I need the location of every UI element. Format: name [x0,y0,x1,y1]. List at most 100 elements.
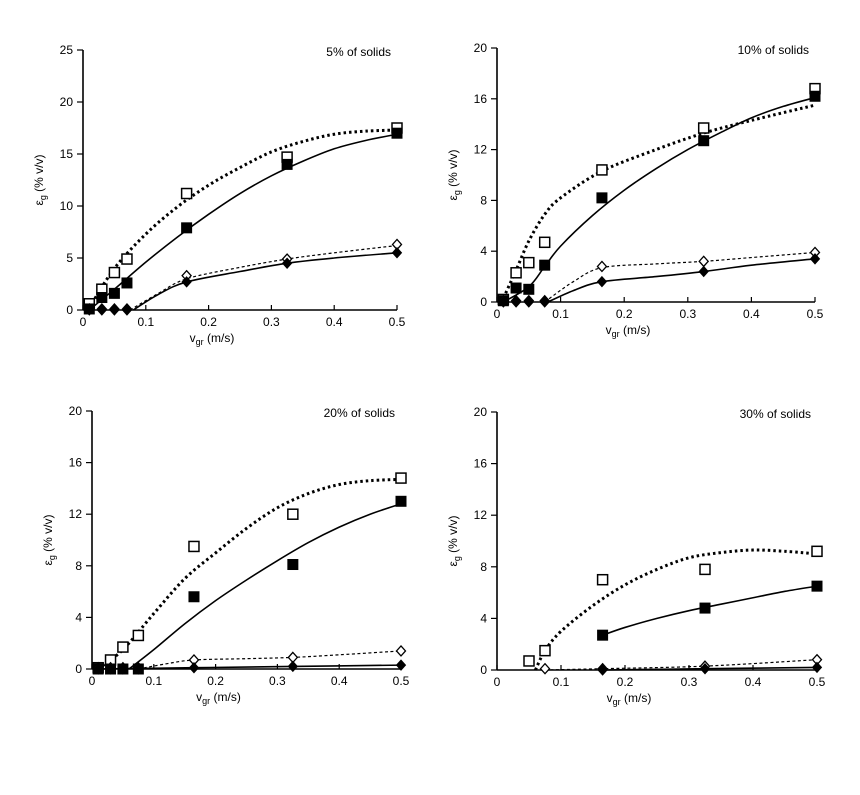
x-tick-label: 0.2 [617,675,634,689]
x-tick-label: 0.3 [269,674,286,688]
x-axis-label-sub: gr [613,697,621,707]
point-filled-diamond [181,276,192,288]
y-tick-label: 0 [480,663,487,677]
y-axis-label-base: ε [41,560,55,566]
point-open-square [523,256,535,269]
point-open-square [180,187,193,200]
y-tick-label: 12 [69,507,83,521]
x-axis-label-unit: (m/s) [210,690,241,704]
y-tick-label: 0 [66,303,73,317]
point-filled-square [539,259,551,271]
point-open-square [523,655,535,667]
point-filled-diamond [523,296,534,308]
point-filled-diamond [105,663,116,675]
y-tick-label: 20 [60,95,74,109]
point-open-diamond [698,255,710,268]
point-filled-square [281,158,293,170]
y-axis-label-unit: (% v/v) [446,515,460,556]
point-open-square [117,641,129,653]
point-filled-square [699,602,711,614]
fit-line-open-square [501,103,816,299]
y-axis-label-sub: g [452,190,462,195]
point-filled-square [523,283,535,295]
point-filled-diamond [698,265,709,278]
point-filled-square [181,222,193,234]
x-tick-label: 0.4 [331,674,348,688]
point-filled-diamond [498,296,509,308]
y-tick-label: 4 [480,244,487,258]
point-filled-square [698,135,710,147]
x-tick-label: 0.5 [809,675,826,689]
point-filled-square [510,282,522,294]
point-filled-diamond [391,247,403,259]
panel-title: 20% of solids [324,406,395,420]
y-axis-label-sub: g [38,195,48,200]
y-tick-label: 20 [474,405,488,419]
point-filled-square [96,292,108,304]
x-tick-label: 0 [494,307,501,321]
point-filled-diamond [84,304,95,316]
point-filled-diamond [281,257,293,269]
fit-line-open-diamond [544,659,818,671]
x-tick-label: 0.5 [389,315,406,329]
x-tick-label: 0.5 [393,674,410,688]
y-tick-label: 0 [480,295,487,309]
point-filled-diamond [539,296,550,308]
point-open-diamond [596,260,608,273]
point-filled-diamond [109,304,120,316]
x-tick-label: 0 [80,315,87,329]
x-tick-label: 0.4 [745,675,762,689]
x-axis-label-unit: (m/s) [204,331,235,345]
point-open-square [596,573,609,586]
point-open-square [132,629,145,642]
point-filled-diamond [596,275,608,288]
y-tick-label: 25 [60,43,74,57]
fit-line-filled-diamond [132,252,398,311]
point-filled-diamond [133,663,144,675]
y-axis-label-unit: (% v/v) [446,149,460,190]
x-tick-label: 0.2 [207,674,224,688]
point-filled-diamond [395,659,407,671]
x-axis-label: vgr (m/s) [607,691,652,707]
y-axis-label: εg (% v/v) [32,154,48,205]
x-tick-label: 0.3 [263,315,280,329]
y-tick-label: 8 [480,560,487,574]
point-open-square [395,472,407,484]
x-tick-label: 0.1 [552,307,569,321]
y-tick-label: 20 [474,41,488,55]
x-axis-label-unit: (m/s) [620,323,651,337]
fit-line-open-diamond [544,251,816,303]
y-axis-label-sub: g [47,555,57,560]
y-axis-label-base: ε [446,195,460,201]
y-axis-label-sub: g [452,556,462,561]
x-axis-label: vgr (m/s) [196,690,241,706]
y-axis-label: εg (% v/v) [41,514,57,565]
panel-title: 10% of solids [738,43,809,57]
x-axis-label-sub: gr [612,329,620,339]
x-tick-label: 0.4 [326,315,343,329]
x-axis-label-base: v [190,331,196,345]
point-filled-square [597,629,609,641]
point-filled-diamond [699,662,711,675]
point-open-square [539,644,551,657]
x-axis-label: vgr (m/s) [190,331,235,347]
point-filled-diamond [597,664,608,676]
x-tick-label: 0.1 [145,674,162,688]
x-axis-label-base: v [606,323,612,337]
x-tick-label: 0.1 [137,315,154,329]
point-open-diamond [395,644,407,657]
y-axis-label-unit: (% v/v) [32,154,46,195]
point-open-square [121,253,133,265]
y-tick-label: 12 [474,508,488,522]
x-tick-label: 0.2 [616,307,633,321]
point-open-square [108,266,121,279]
point-filled-diamond [811,661,823,674]
point-filled-square [596,192,608,204]
fit-line-filled-square [88,133,398,311]
y-axis-label: εg (% v/v) [446,149,462,200]
point-filled-square [188,591,200,603]
point-filled-square [391,127,403,139]
